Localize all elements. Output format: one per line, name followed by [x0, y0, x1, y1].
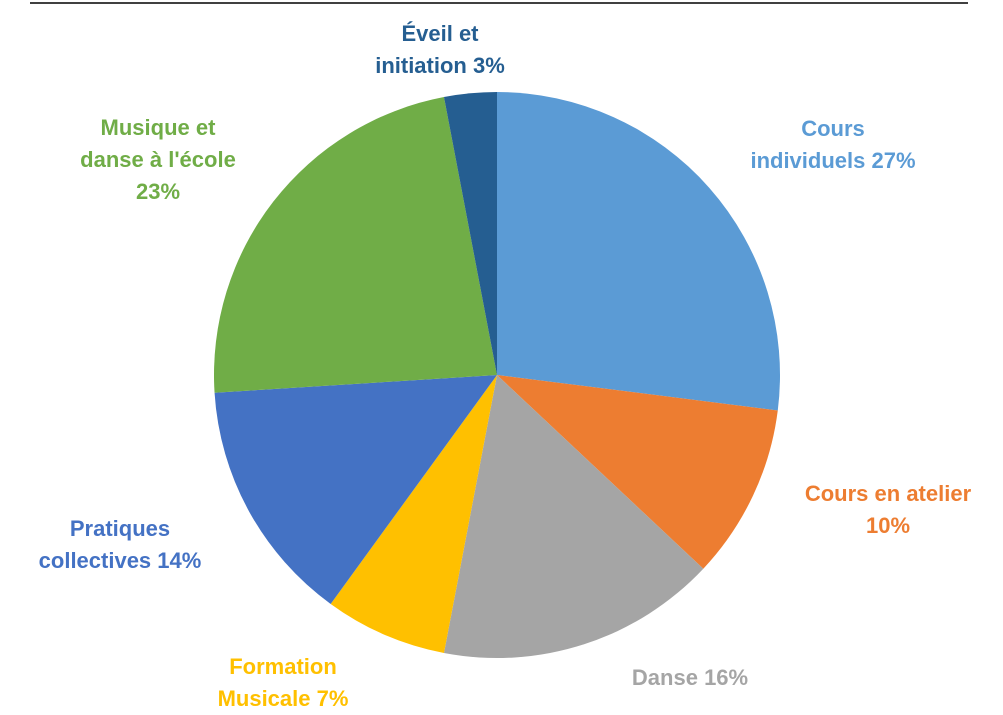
- category-name: Danse: [631, 665, 698, 690]
- value-label: 3%: [472, 53, 505, 78]
- category-name: Pratiques collectives: [38, 516, 171, 573]
- slice-label: Formation Musicale 7%: [213, 651, 353, 715]
- slice-label: Cours individuels 27%: [746, 113, 921, 177]
- slice-label: Cours en atelier 10%: [798, 478, 978, 542]
- pie-slice: [330, 375, 497, 653]
- pie-slice: [497, 92, 780, 411]
- category-name: Cours en atelier: [804, 481, 972, 506]
- pie-slice: [443, 92, 497, 375]
- pie-slice: [443, 375, 704, 658]
- category-name: Éveil et initiation: [375, 21, 479, 78]
- slice-label: Danse 16%: [590, 662, 790, 694]
- value-label: 16%: [704, 665, 749, 690]
- value-label: 14%: [157, 548, 202, 573]
- pie-slice: [214, 97, 497, 393]
- value-label: 7%: [316, 686, 349, 711]
- pie-slice: [497, 375, 778, 569]
- slice-label: Éveil et initiation 3%: [370, 18, 510, 82]
- category-name: Formation Musicale: [217, 654, 337, 711]
- pie-slice: [214, 375, 497, 604]
- slice-label: Musique et danse à l'école 23%: [76, 112, 241, 208]
- category-name: Cours individuels: [750, 116, 866, 173]
- slice-label: Pratiques collectives 14%: [35, 513, 205, 577]
- value-label: 27%: [871, 148, 916, 173]
- value-label: 10%: [865, 513, 911, 538]
- category-name: Musique et danse à l'école: [80, 115, 236, 172]
- value-label: 23%: [135, 179, 181, 204]
